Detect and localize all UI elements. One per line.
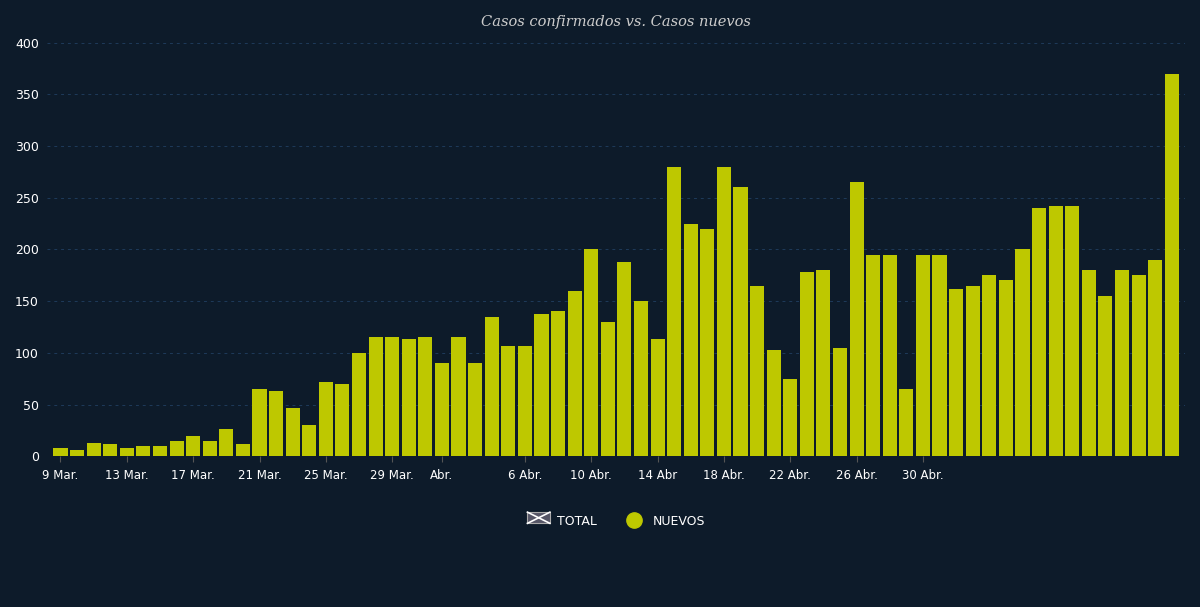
Bar [402, 339, 416, 456]
Bar [186, 436, 200, 456]
Bar [966, 286, 979, 456]
Bar [850, 182, 864, 456]
Bar [883, 254, 896, 456]
Bar [767, 350, 781, 456]
Bar [434, 363, 449, 456]
Bar [54, 448, 67, 456]
Bar [899, 389, 913, 456]
Bar [799, 272, 814, 456]
Bar [1066, 206, 1079, 456]
Bar [485, 317, 499, 456]
Bar [269, 391, 283, 456]
Bar [236, 444, 250, 456]
Bar [932, 254, 947, 456]
Bar [1165, 73, 1178, 456]
Bar [816, 270, 830, 456]
Bar [335, 384, 349, 456]
Bar [1015, 249, 1030, 456]
Bar [949, 289, 964, 456]
Bar [568, 291, 582, 456]
Bar [551, 311, 565, 456]
Bar [368, 337, 383, 456]
Bar [784, 379, 797, 456]
Bar [152, 446, 167, 456]
Bar [866, 254, 881, 456]
Bar [617, 262, 631, 456]
Bar [252, 389, 266, 456]
Bar [286, 408, 300, 456]
Bar [701, 229, 714, 456]
Bar [1148, 260, 1162, 456]
Bar [451, 337, 466, 456]
Bar [419, 337, 432, 456]
Bar [468, 363, 482, 456]
Bar [684, 223, 697, 456]
Bar [319, 382, 332, 456]
Bar [534, 314, 548, 456]
Bar [137, 446, 150, 456]
Bar [716, 167, 731, 456]
Bar [584, 249, 599, 456]
Bar [1115, 270, 1129, 456]
Bar [70, 450, 84, 456]
Bar [733, 188, 748, 456]
Bar [502, 345, 515, 456]
Bar [1032, 208, 1046, 456]
Bar [1081, 270, 1096, 456]
Bar [203, 441, 217, 456]
Bar [750, 286, 764, 456]
Bar [169, 441, 184, 456]
Bar [86, 443, 101, 456]
Bar [667, 167, 682, 456]
Legend: TOTAL, NUEVOS: TOTAL, NUEVOS [522, 510, 709, 533]
Bar [518, 345, 532, 456]
Bar [601, 322, 614, 456]
Bar [120, 448, 134, 456]
Bar [1098, 296, 1112, 456]
Title: Casos confirmados vs. Casos nuevos: Casos confirmados vs. Casos nuevos [481, 15, 751, 29]
Bar [302, 425, 317, 456]
Bar [634, 301, 648, 456]
Bar [983, 276, 996, 456]
Bar [352, 353, 366, 456]
Bar [650, 339, 665, 456]
Bar [998, 280, 1013, 456]
Bar [385, 337, 400, 456]
Bar [1132, 276, 1146, 456]
Bar [103, 444, 118, 456]
Bar [916, 254, 930, 456]
Bar [220, 429, 233, 456]
Bar [833, 348, 847, 456]
Bar [1049, 206, 1063, 456]
